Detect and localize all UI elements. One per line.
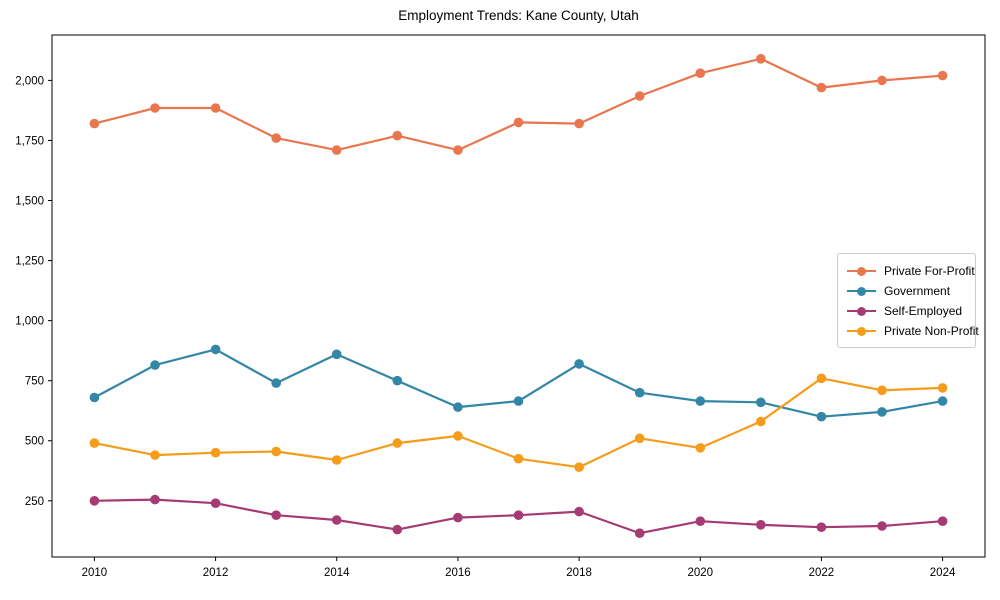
data-point-private-for-profit-2015: [392, 130, 403, 141]
data-point-private-for-profit-2019: [634, 91, 645, 101]
x-tick-label: 2014: [324, 567, 350, 579]
legend-label: Private Non-Profit: [884, 324, 979, 338]
data-point-private-non-profit-2014: [331, 455, 342, 465]
data-point-self-employed-2016: [453, 512, 463, 523]
y-tick-label: 2,000: [15, 75, 44, 87]
data-point-self-employed-2014: [331, 515, 342, 525]
data-point-self-employed-2023: [877, 521, 887, 531]
data-point-self-employed-2013: [271, 510, 282, 520]
data-point-private-non-profit-2013: [271, 446, 282, 457]
data-point-self-employed-2024: [937, 516, 948, 526]
data-point-government-2015: [392, 375, 403, 386]
series-line-private-for-profit: [93, 57, 944, 152]
x-tick-label: 2024: [930, 567, 956, 579]
series-line-private-non-profit: [93, 377, 944, 469]
data-point-private-for-profit-2011: [150, 103, 160, 113]
data-point-self-employed-2021: [756, 520, 766, 530]
y-tick-label: 1,750: [15, 135, 44, 147]
data-point-government-2010: [89, 392, 100, 403]
data-point-private-for-profit-2016: [453, 145, 463, 155]
data-point-private-non-profit-2022: [816, 373, 827, 384]
data-point-self-employed-2020: [695, 516, 706, 526]
y-tick-label: 1,000: [15, 316, 44, 328]
legend: Private For-Profit Government Self-Employe…: [837, 253, 979, 348]
data-point-government-2019: [634, 387, 645, 398]
data-point-private-non-profit-2019: [634, 433, 645, 444]
legend-marker-government: [847, 286, 876, 297]
legend-item-self-employed: Self-Employed: [847, 301, 966, 321]
data-point-government-2018: [574, 359, 584, 369]
data-point-private-for-profit-2018: [574, 118, 584, 129]
legend-marker-self-employed: [847, 306, 876, 317]
y-tick-label: 250: [25, 496, 44, 508]
data-point-private-non-profit-2016: [453, 431, 463, 441]
legend-item-private-for-profit: Private For-Profit: [847, 261, 975, 281]
y-tick-label: 500: [25, 436, 44, 448]
data-point-private-non-profit-2011: [150, 450, 160, 460]
data-point-government-2013: [271, 378, 282, 388]
data-point-private-non-profit-2020: [695, 443, 706, 453]
legend-item-government: Government: [847, 281, 966, 301]
data-point-self-employed-2012: [210, 498, 221, 509]
data-point-government-2017: [513, 396, 524, 406]
chart-title: Employment Trends: Kane County, Utah: [398, 8, 639, 23]
data-point-private-non-profit-2012: [210, 447, 221, 458]
legend-marker-private-for-profit: [847, 266, 876, 277]
data-point-private-for-profit-2024: [937, 70, 948, 81]
data-point-private-for-profit-2017: [513, 117, 524, 128]
legend-item-private-non-profit: Private Non-Profit: [847, 321, 979, 341]
data-point-government-2020: [695, 396, 706, 406]
y-tick-label: 750: [25, 376, 44, 388]
legend-dot-swatch: [857, 266, 866, 276]
legend-label: Government: [884, 284, 951, 298]
legend-dot-swatch: [857, 326, 866, 336]
x-tick-label: 2018: [566, 567, 592, 579]
data-point-private-non-profit-2017: [513, 453, 524, 464]
data-point-self-employed-2022: [816, 522, 827, 532]
y-tick-label: 1,500: [15, 196, 44, 208]
data-point-self-employed-2019: [634, 528, 645, 538]
data-point-government-2014: [331, 349, 342, 360]
data-point-private-non-profit-2015: [392, 438, 403, 448]
x-tick-label: 2016: [445, 567, 471, 579]
data-point-government-2023: [877, 407, 887, 417]
data-point-private-non-profit-2018: [574, 462, 584, 473]
x-tick-label: 2012: [203, 567, 229, 579]
legend-dot-swatch: [857, 306, 866, 316]
legend-marker-private-non-profit: [847, 326, 876, 337]
data-point-private-for-profit-2021: [756, 54, 766, 64]
data-point-government-2016: [453, 402, 463, 412]
data-point-government-2022: [816, 411, 827, 422]
data-point-private-non-profit-2021: [756, 416, 766, 427]
data-point-government-2021: [756, 397, 766, 408]
data-point-private-for-profit-2012: [210, 103, 221, 113]
data-point-private-for-profit-2014: [331, 145, 342, 155]
data-point-private-for-profit-2010: [89, 118, 100, 129]
x-tick-label: 2010: [82, 567, 108, 579]
data-point-private-non-profit-2023: [877, 385, 887, 396]
plot-border: [51, 34, 986, 558]
data-point-self-employed-2010: [89, 496, 100, 506]
data-point-private-for-profit-2013: [271, 133, 282, 143]
data-point-self-employed-2017: [513, 510, 524, 520]
data-point-self-employed-2011: [150, 494, 160, 505]
legend-label: Self-Employed: [884, 304, 963, 318]
data-point-private-for-profit-2023: [877, 75, 887, 86]
data-point-self-employed-2018: [574, 506, 584, 517]
data-point-private-for-profit-2020: [695, 68, 706, 78]
legend-label: Private For-Profit: [884, 264, 975, 278]
y-tick-label: 1,250: [15, 256, 44, 268]
legend-dot-swatch: [857, 286, 866, 296]
x-tick-label: 2020: [687, 567, 713, 579]
data-point-government-2011: [150, 360, 160, 370]
data-point-private-non-profit-2024: [937, 383, 948, 393]
data-point-private-for-profit-2022: [816, 82, 827, 93]
x-tick-label: 2022: [809, 567, 835, 579]
data-point-government-2024: [937, 396, 948, 406]
data-point-self-employed-2015: [392, 524, 403, 535]
data-point-private-non-profit-2010: [89, 438, 100, 448]
data-point-government-2012: [210, 344, 221, 355]
